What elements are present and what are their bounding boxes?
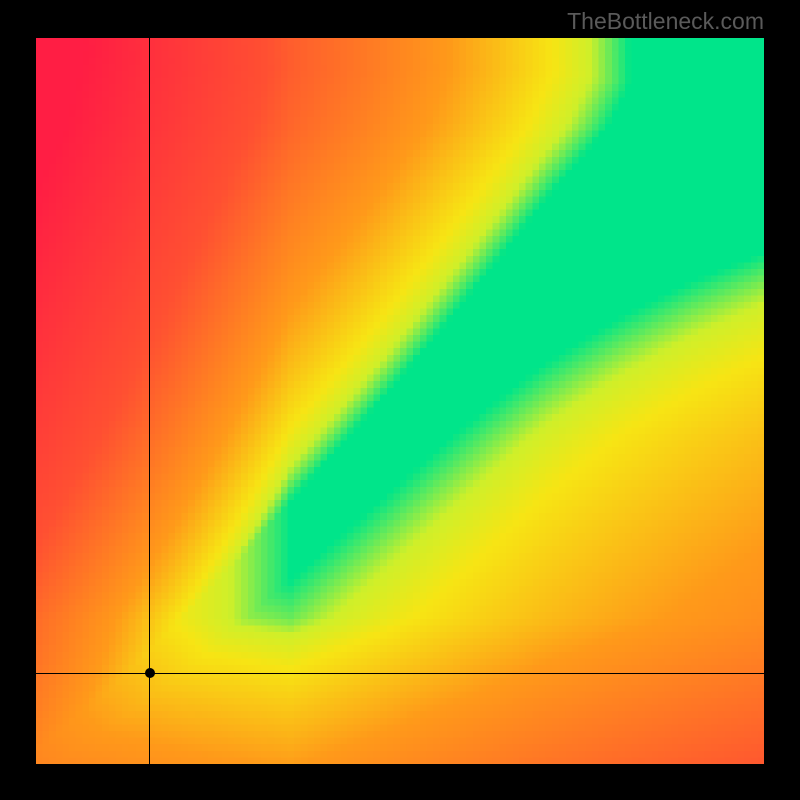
crosshair-marker (145, 668, 155, 678)
watermark-text: TheBottleneck.com (567, 8, 764, 35)
crosshair-vertical-line (149, 38, 150, 764)
heatmap-canvas (36, 38, 764, 764)
